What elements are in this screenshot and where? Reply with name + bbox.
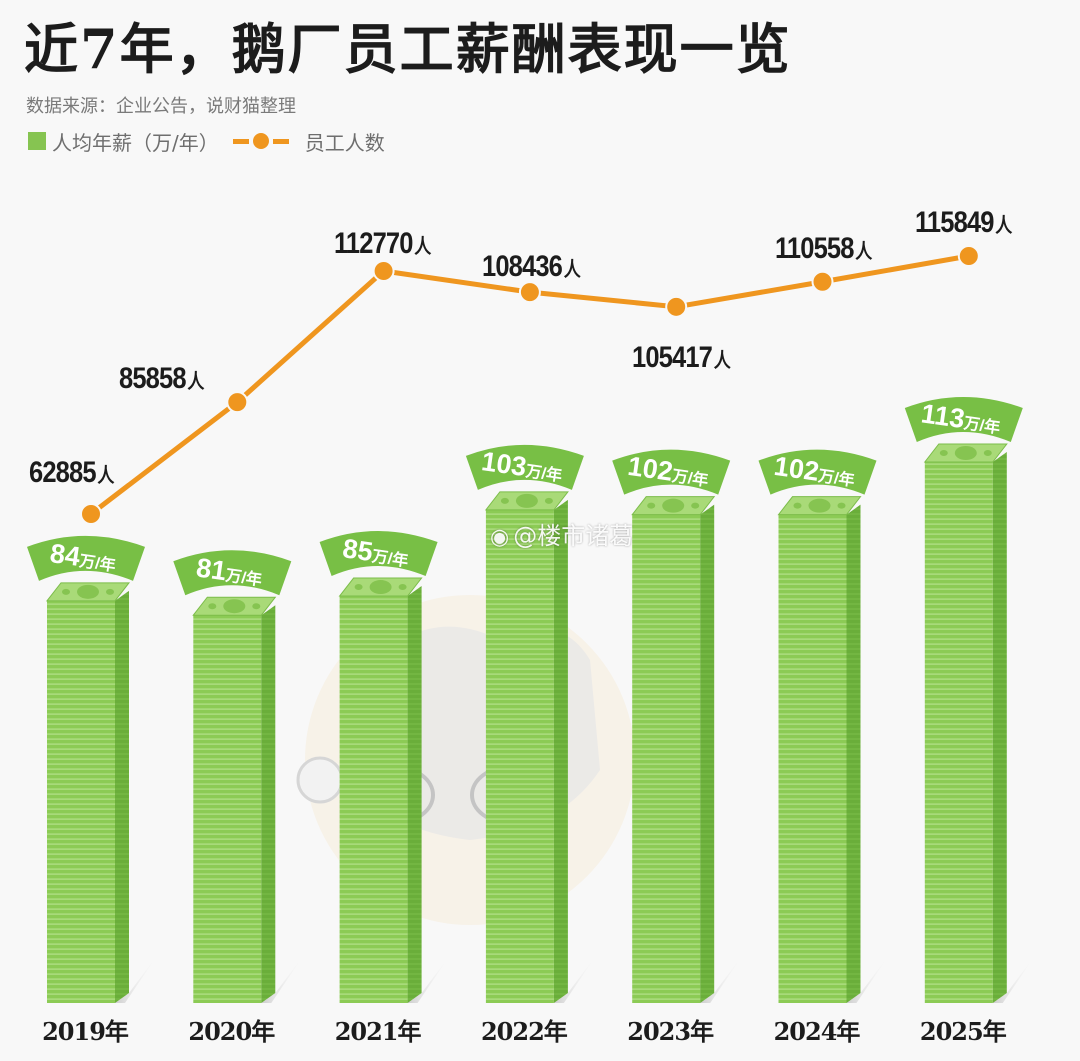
salary-bar	[923, 443, 1037, 1003]
year-label: 2024年	[773, 1017, 861, 1046]
watermark-text: @楼市诸葛	[513, 522, 634, 550]
year-label: 2022年	[480, 1017, 568, 1046]
green-square-icon	[28, 132, 46, 150]
salary-ribbon	[612, 449, 731, 495]
salary-value-label: 102万/年	[626, 451, 711, 492]
salary-bar	[192, 596, 306, 1003]
salary-bar	[631, 496, 745, 1003]
salary-ribbon	[465, 444, 584, 490]
employee-count-label: 105417人	[632, 340, 731, 374]
year-label: 2025年	[919, 1017, 1007, 1046]
watermark: ◉ @楼市诸葛	[490, 516, 633, 551]
salary-ribbon	[173, 550, 292, 596]
year-label: 2021年	[334, 1017, 422, 1046]
salary-ribbon	[904, 397, 1023, 442]
employee-point	[226, 391, 249, 414]
salary-bar	[484, 491, 598, 1003]
employee-count-label: 112770人	[333, 226, 431, 260]
salary-value-label: 102万/年	[772, 451, 857, 492]
employee-count-label: 62885人	[29, 456, 114, 489]
salary-ribbon	[27, 535, 145, 581]
salary-bar	[338, 577, 452, 1003]
employee-count-label: 115849人	[914, 206, 1012, 239]
year-label: 2023年	[627, 1017, 714, 1046]
employee-count-label: 108436人	[481, 250, 581, 284]
employee-point	[518, 281, 541, 304]
employee-point	[372, 259, 395, 282]
data-source: 数据来源：企业公告，说财猫整理	[26, 96, 296, 117]
employee-count-label: 110558人	[774, 231, 872, 265]
legend: 人均年薪（万/年） 员工人数	[28, 127, 385, 155]
legend-bar-label: 人均年薪（万/年）	[52, 130, 219, 155]
salary-value-label: 81万/年	[194, 552, 264, 591]
employee-point	[811, 270, 834, 293]
employee-point	[80, 503, 102, 525]
salary-bar	[45, 582, 159, 1003]
employee-point	[957, 245, 980, 267]
employee-count-label: 85858人	[119, 362, 204, 396]
year-label: 2019年	[42, 1017, 129, 1046]
legend-line-label: 员工人数	[304, 130, 385, 155]
salary-ribbon	[758, 449, 877, 495]
orange-line-dot-icon	[232, 133, 289, 149]
chart-title: 近7年，鹅厂员工薪酬表现一览	[24, 17, 792, 81]
salary-ribbon	[319, 531, 438, 577]
weibo-icon: ◉	[490, 525, 510, 550]
salary-bar	[777, 496, 891, 1003]
employee-point	[665, 295, 688, 318]
year-label: 2020年	[188, 1017, 275, 1046]
